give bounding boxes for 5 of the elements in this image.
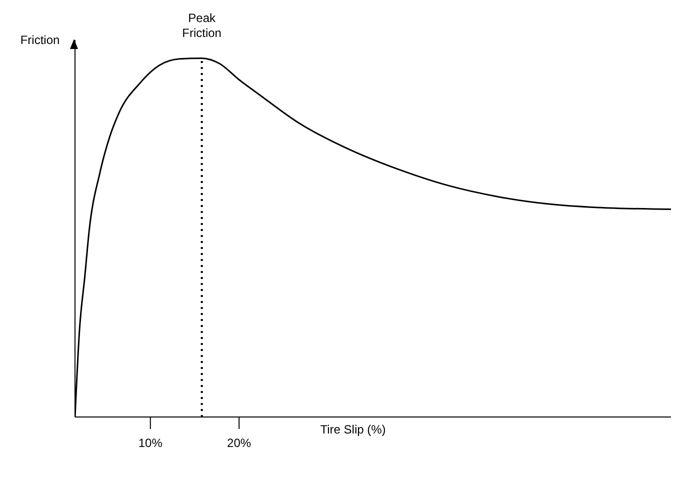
- x-tick-label: 20%: [227, 436, 252, 450]
- x-axis-title: Tire Slip (%): [320, 422, 386, 437]
- y-axis-title: Friction: [20, 33, 60, 47]
- x-tick-label: 10%: [138, 436, 163, 450]
- ref-line-label: Peak Friction: [182, 11, 222, 40]
